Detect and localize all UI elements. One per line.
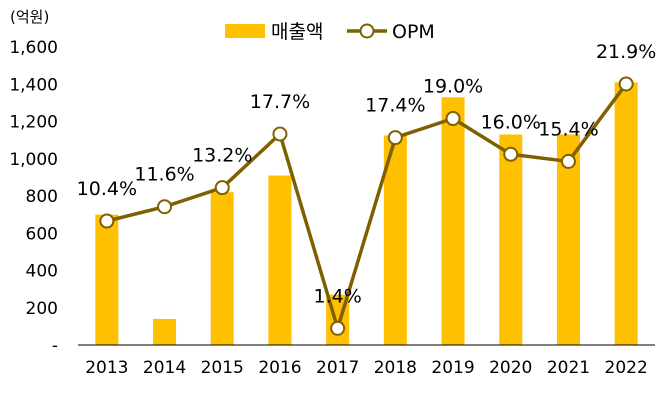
bar [556, 134, 580, 345]
bar [268, 175, 292, 345]
legend-line-marker [359, 23, 375, 39]
opm-line [106, 82, 628, 331]
bar [383, 135, 407, 345]
x-tick-label: 2015 [201, 358, 244, 378]
y-tick-label: 1,000 [9, 150, 58, 170]
opm-data-label: 11.6% [134, 164, 194, 186]
opm-data-label: 21.9% [596, 41, 656, 63]
y-tick-label: 400 [26, 262, 58, 282]
opm-point [330, 320, 346, 336]
x-axis: 2013 2014 2015 2016 2017 2018 2019 2020 2021 2022 [78, 344, 655, 378]
y-axis: - 200 400 600 800 1,000 1,200 1,400 1,600 [9, 38, 58, 356]
opm-data-label: 19.0% [423, 76, 483, 98]
y-tick-label: 600 [26, 224, 58, 244]
opm-point [445, 111, 461, 127]
opm-point [214, 180, 230, 196]
y-tick-label: 1,200 [9, 113, 58, 133]
y-tick-label: 1,600 [9, 38, 58, 58]
bar [441, 97, 465, 345]
x-tick-label: 2018 [374, 358, 417, 378]
bar [614, 82, 638, 345]
opm-data-label: 17.4% [365, 95, 425, 117]
line-series: 10.4%11.6%13.2% 17.7% 1.4% 17.4%19.0% 16.0%1… [77, 41, 656, 336]
opm-data-label: 16.0% [481, 111, 541, 133]
legend-line-label: OPM [392, 21, 435, 43]
opm-point [503, 146, 519, 162]
opm-point [272, 126, 288, 142]
bar-series [95, 82, 638, 345]
opm-data-label: 10.4% [77, 178, 137, 200]
bar [210, 192, 234, 345]
legend-bar-label: 매출액 [271, 21, 323, 43]
x-tick-label: 2020 [489, 358, 532, 378]
x-tick-label: 2016 [258, 358, 301, 378]
opm-point [618, 76, 634, 92]
x-tick-label: 2021 [547, 358, 590, 378]
legend-bar-swatch [225, 24, 265, 38]
y-tick-label: - [52, 336, 58, 356]
unit-label: (억원) [10, 8, 49, 26]
bar [499, 134, 523, 345]
bar [95, 214, 119, 345]
opm-data-label: 17.7% [250, 91, 310, 113]
y-tick-label: 1,400 [9, 75, 58, 95]
x-tick-label: 2022 [605, 358, 648, 378]
opm-data-label: 1.4% [314, 285, 362, 307]
x-tick-label: 2014 [143, 358, 186, 378]
y-tick-label: 200 [26, 299, 58, 319]
opm-data-label: 13.2% [192, 145, 252, 167]
bar [153, 318, 177, 345]
y-tick-label: 800 [26, 187, 58, 207]
opm-point [157, 199, 173, 215]
x-tick-label: 2013 [85, 358, 128, 378]
opm-data-label: 15.4% [538, 118, 598, 140]
opm-point [99, 213, 115, 229]
x-tick-label: 2017 [316, 358, 359, 378]
opm-point [560, 153, 576, 169]
opm-point [387, 130, 403, 146]
x-tick-label: 2019 [431, 358, 474, 378]
legend: 매출액 OPM [225, 21, 435, 43]
